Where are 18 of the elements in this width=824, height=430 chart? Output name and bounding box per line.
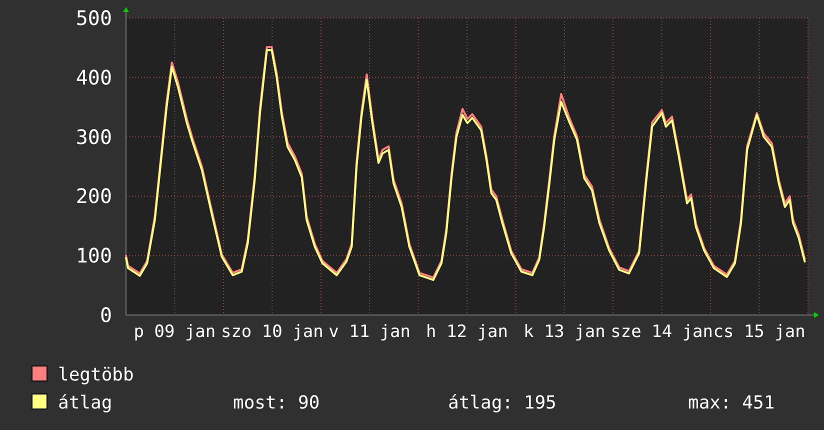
x-tick-label: szo 10 jan (220, 322, 324, 342)
legend-label: átlag (58, 392, 112, 414)
x-tick-label: v 11 jan (328, 322, 411, 342)
y-tick-label: 300 (76, 124, 112, 149)
legend-label: legtöbb (58, 364, 134, 386)
y-tick-label: 100 (76, 244, 112, 268)
y-tick-label: 0 (100, 303, 112, 327)
x-tick-label: k 13 jan (523, 322, 606, 342)
x-tick-label: p 09 jan (134, 322, 216, 342)
x-tick-label: cs 15 jan (713, 322, 806, 342)
y-tick-label: 200 (76, 184, 112, 208)
text: most: 90 (233, 392, 320, 414)
x-tick-label: sze 14 jan (610, 322, 714, 342)
text: max: 451 (688, 392, 775, 414)
y-tick-label: 400 (76, 65, 112, 90)
text: átlag: 195 (448, 392, 556, 414)
x-tick-label: h 12 jan (426, 322, 508, 342)
y-tick-label: 500 (76, 6, 112, 30)
